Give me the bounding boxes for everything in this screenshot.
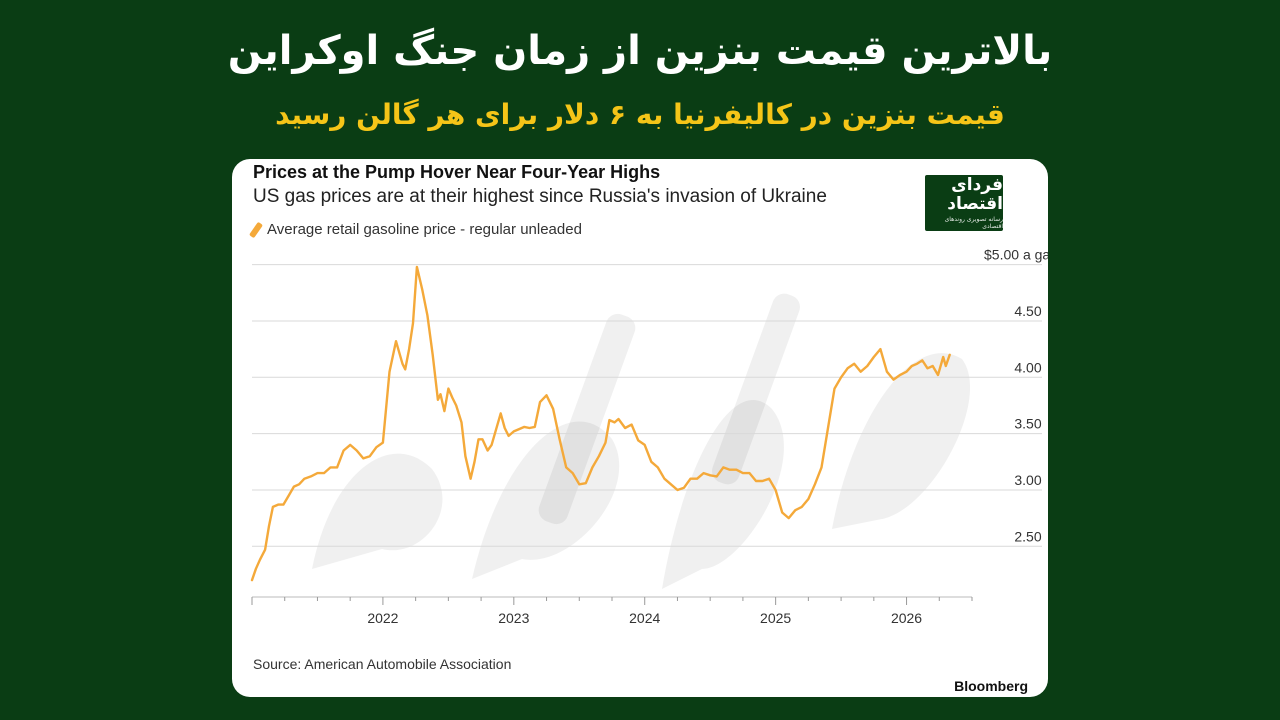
x-tick-label: 2022 (367, 610, 398, 626)
headline: بالاترین قیمت بنزین از زمان جنگ اوکراین (227, 28, 1053, 74)
line-chart: 2.50 3.00 3.50 4.00 4.50 $5.00 a gallon 2022 20… (250, 247, 1048, 626)
chart-title: Prices at the Pump Hover Near Four-Year … (253, 162, 661, 182)
x-tick-label: 2025 (760, 610, 791, 626)
source-note: Source: American Automobile Association (253, 656, 512, 672)
chart-subtitle: US gas prices are at their highest since… (253, 186, 827, 207)
subheadline: قیمت بنزین در کالیفرنیا به ۶ دلار برای ه… (275, 98, 1005, 131)
logo-tagline: رسانه تصویری روندهای اقتصادی (944, 215, 1003, 230)
y-tick-label: 3.00 (1014, 472, 1041, 488)
y-tick-label: 4.00 (1014, 359, 1041, 375)
bloomberg-brand: Bloomberg (954, 678, 1028, 694)
brand-logo: فردای اقتصاد رسانه تصویری روندهای اقتصاد… (925, 175, 1003, 231)
y-tick-label: 2.50 (1014, 528, 1041, 544)
y-tick-label: $5.00 a gallon (984, 247, 1048, 263)
x-tick-label: 2023 (498, 610, 529, 626)
legend: Average retail gasoline price - regular … (248, 221, 582, 238)
legend-label: Average retail gasoline price - regular … (267, 221, 582, 238)
y-tick-label: 4.50 (1014, 303, 1041, 319)
logo-text: فردای اقتصاد (947, 175, 1003, 214)
series-line-gas-price (250, 265, 951, 582)
y-tick-label: 3.50 (1014, 416, 1041, 432)
x-tick-label: 2024 (629, 610, 660, 626)
chart-card: Prices at the Pump Hover Near Four-Year … (232, 159, 1048, 697)
x-tick-label: 2026 (891, 610, 922, 626)
